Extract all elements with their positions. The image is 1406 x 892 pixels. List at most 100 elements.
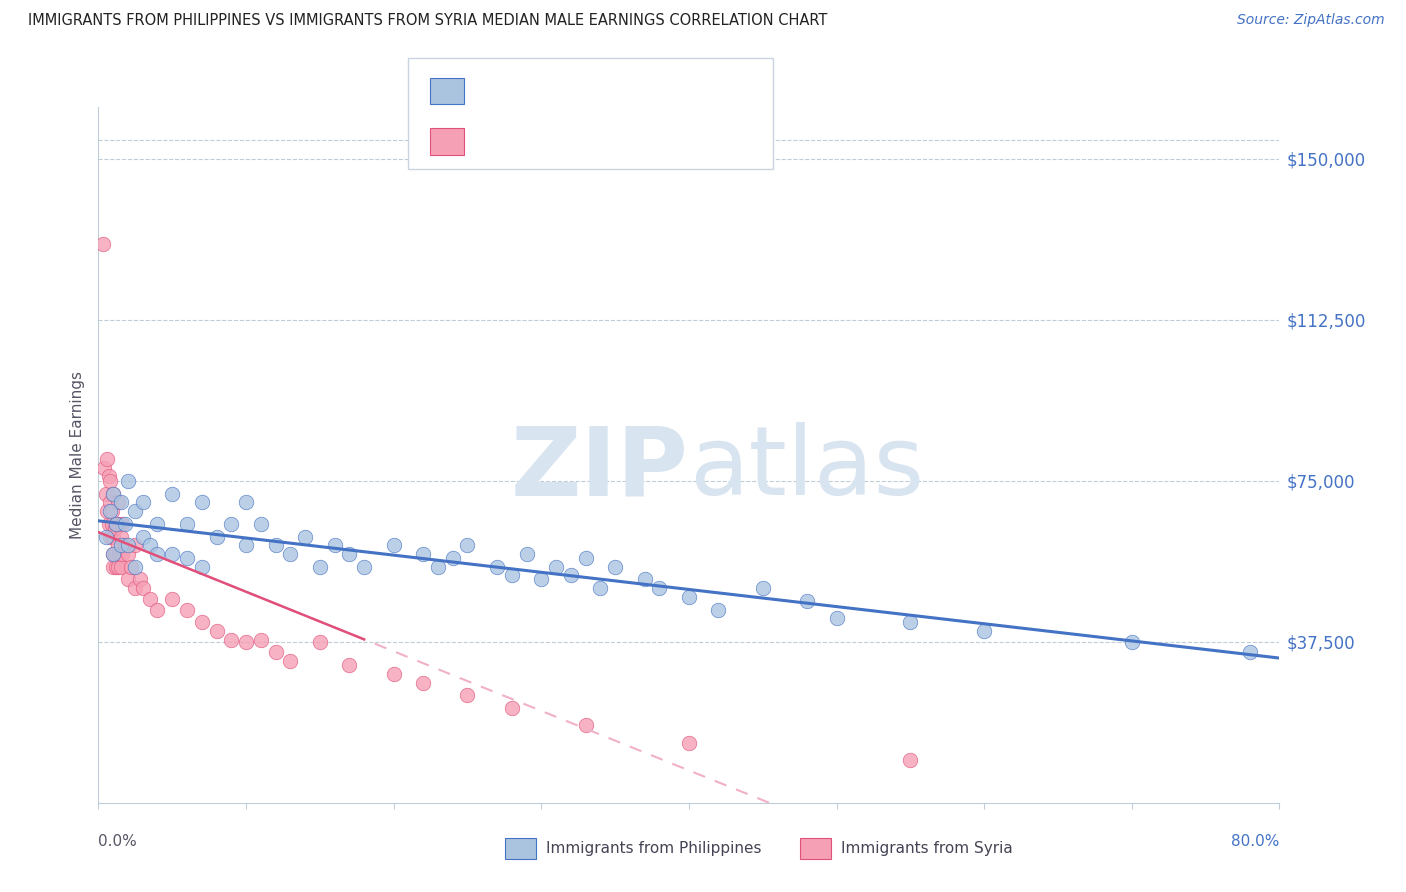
Point — [103, 547, 125, 561]
Point — [427, 559, 450, 574]
Point — [124, 538, 146, 552]
Point — [574, 551, 596, 566]
Point — [110, 538, 132, 552]
Point — [146, 547, 169, 561]
Point — [678, 590, 700, 604]
Point — [441, 551, 464, 566]
Point — [97, 516, 120, 531]
Point — [117, 538, 139, 552]
Point — [205, 624, 228, 638]
Point — [124, 581, 146, 595]
Text: 0.0%: 0.0% — [98, 834, 138, 849]
Point — [124, 504, 146, 518]
Point — [110, 495, 132, 509]
Point — [162, 547, 183, 561]
Point — [1239, 645, 1261, 659]
Point — [219, 516, 242, 531]
Point — [107, 559, 129, 574]
Point — [107, 495, 129, 509]
Point — [294, 529, 316, 543]
Point — [114, 516, 136, 531]
Point — [264, 645, 287, 659]
Point — [235, 634, 257, 648]
Point — [98, 529, 121, 543]
Point — [132, 529, 155, 543]
Text: R =: R = — [477, 133, 513, 151]
Point — [103, 529, 125, 543]
Point — [114, 538, 136, 552]
Point — [191, 615, 214, 630]
Text: N =: N = — [589, 82, 626, 100]
Text: 60: 60 — [617, 82, 640, 100]
Point — [124, 559, 146, 574]
Point — [309, 634, 332, 648]
Point — [412, 675, 434, 690]
Point — [104, 547, 127, 561]
Point — [105, 516, 128, 531]
Point — [146, 516, 169, 531]
Point — [501, 568, 523, 582]
Point — [162, 486, 183, 500]
Point — [117, 474, 139, 488]
Point — [633, 573, 655, 587]
Point — [235, 495, 257, 509]
Point — [191, 495, 214, 509]
Point — [117, 547, 139, 561]
Point — [139, 538, 162, 552]
Point — [309, 559, 332, 574]
Point — [105, 516, 128, 531]
Point — [796, 594, 818, 608]
Text: Immigrants from Philippines: Immigrants from Philippines — [546, 841, 761, 855]
Point — [501, 701, 523, 715]
Point — [250, 632, 273, 647]
Point — [278, 547, 302, 561]
Point — [103, 559, 125, 574]
Point — [707, 602, 730, 616]
Point — [382, 538, 405, 552]
Point — [973, 624, 995, 638]
Text: 57: 57 — [617, 133, 640, 151]
Point — [456, 689, 478, 703]
Point — [128, 573, 150, 587]
Y-axis label: Median Male Earnings: Median Male Earnings — [70, 371, 86, 539]
Point — [117, 573, 139, 587]
Point — [900, 753, 922, 767]
Point — [382, 667, 405, 681]
Point — [589, 581, 612, 595]
Point — [205, 529, 228, 543]
Point — [176, 551, 198, 566]
Point — [103, 486, 125, 500]
Point — [353, 559, 375, 574]
Point — [108, 516, 131, 531]
Text: ZIP: ZIP — [510, 422, 689, 516]
Point — [486, 559, 509, 574]
Point — [111, 516, 134, 531]
Point — [98, 474, 121, 488]
Point — [146, 602, 169, 616]
Point — [96, 452, 118, 467]
Point — [648, 581, 671, 595]
Point — [94, 486, 117, 500]
Point — [103, 486, 125, 500]
Text: -0.609: -0.609 — [505, 82, 558, 100]
Point — [100, 504, 122, 518]
Point — [515, 547, 537, 561]
Point — [825, 611, 848, 625]
Point — [132, 581, 155, 595]
Point — [412, 547, 434, 561]
Point — [219, 632, 242, 647]
Point — [605, 559, 627, 574]
Point — [278, 654, 302, 668]
Point — [103, 547, 125, 561]
Text: R =: R = — [477, 82, 513, 100]
Point — [323, 538, 346, 552]
Text: Source: ZipAtlas.com: Source: ZipAtlas.com — [1237, 13, 1385, 28]
Point — [108, 547, 131, 561]
Point — [111, 547, 134, 561]
Point — [110, 529, 132, 543]
Point — [139, 591, 162, 606]
Point — [339, 658, 360, 673]
Point — [678, 736, 700, 750]
Point — [97, 469, 120, 483]
Point — [235, 538, 257, 552]
